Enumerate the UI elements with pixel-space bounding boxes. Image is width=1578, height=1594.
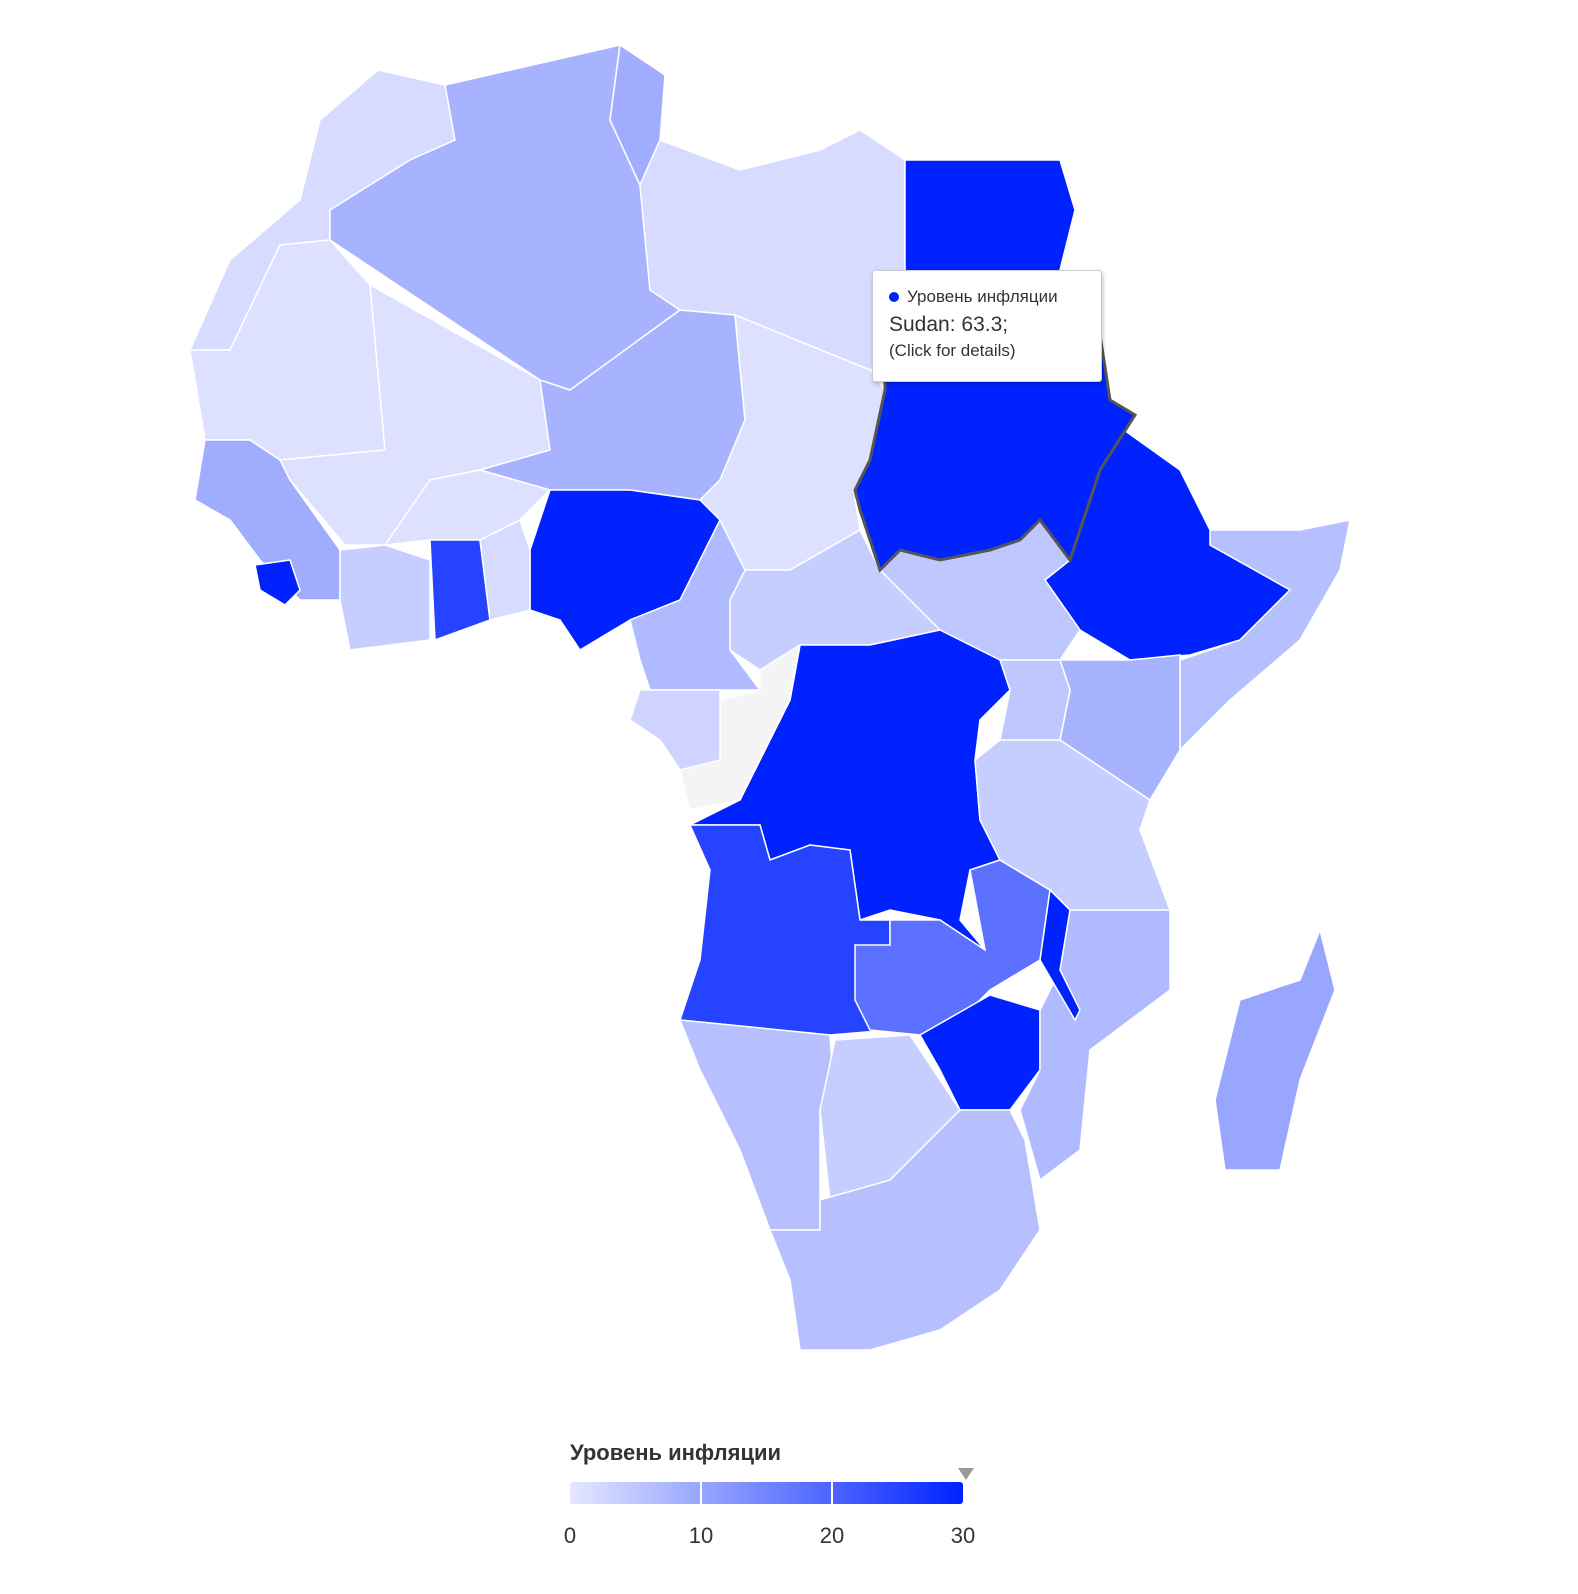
legend-tick-label: 0 bbox=[564, 1523, 576, 1548]
country[interactable] bbox=[678, 1019, 836, 1231]
country[interactable] bbox=[998, 659, 1071, 741]
country[interactable] bbox=[629, 689, 721, 771]
country[interactable] bbox=[1039, 888, 1081, 1022]
series-name: Уровень инфляции bbox=[907, 287, 1058, 306]
country[interactable] bbox=[339, 544, 431, 651]
legend-tick-label: 30 bbox=[951, 1523, 975, 1548]
country[interactable] bbox=[853, 333, 1138, 573]
country[interactable] bbox=[429, 539, 491, 642]
legend-title: Уровень инфляции bbox=[570, 1440, 781, 1465]
legend-tick-label: 10 bbox=[689, 1523, 713, 1548]
legend: Уровень инфляции 0 10 20 30 bbox=[564, 1440, 975, 1548]
countries bbox=[188, 43, 1351, 1351]
legend-marker bbox=[958, 1468, 974, 1480]
country[interactable] bbox=[479, 518, 531, 621]
country[interactable] bbox=[679, 643, 802, 811]
tooltip-note: (Click for details) bbox=[889, 341, 1016, 360]
country[interactable] bbox=[1214, 927, 1336, 1171]
series-dot bbox=[889, 292, 899, 302]
legend-bar bbox=[570, 1482, 963, 1504]
country[interactable] bbox=[1179, 519, 1351, 752]
legend-tick-label: 20 bbox=[820, 1523, 844, 1548]
tooltip-series: Уровень инфляции bbox=[889, 287, 1101, 307]
country[interactable] bbox=[854, 859, 1051, 1036]
tooltip: Уровень инфляции Sudan: 63.3; (Click for… bbox=[872, 270, 1102, 382]
country[interactable] bbox=[768, 1109, 1041, 1351]
country[interactable] bbox=[254, 559, 301, 606]
country[interactable] bbox=[189, 239, 386, 461]
country[interactable] bbox=[918, 994, 1041, 1111]
tooltip-value: Sudan: 63.3; bbox=[889, 313, 1009, 336]
